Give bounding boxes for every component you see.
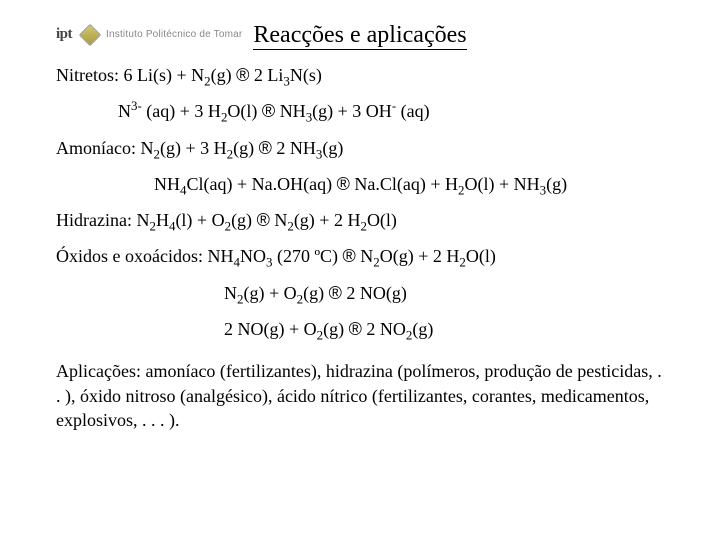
- t: (g) + O: [243, 283, 296, 303]
- t: 2 NO(g) + O: [224, 319, 317, 339]
- t: O(l): [227, 101, 262, 121]
- t: Amoníaco: N: [56, 138, 153, 158]
- arrow-icon: ®: [329, 283, 342, 303]
- s: 3-: [131, 98, 142, 113]
- t: N: [270, 210, 288, 230]
- equation-oxidos-2: N2(g) + O2(g) ® 2 NO(g): [56, 281, 664, 305]
- t: 2 NH: [272, 138, 316, 158]
- t: N: [118, 101, 131, 121]
- t: Nitretos: 6 Li(s) + N: [56, 65, 204, 85]
- t: N: [224, 283, 237, 303]
- page-title: Reacções e aplicações: [56, 22, 664, 49]
- t: (g): [211, 65, 237, 85]
- t: N(s): [290, 65, 322, 85]
- arrow-icon: ®: [257, 210, 270, 230]
- applications-paragraph: Aplicações: amoníaco (fertilizantes), hi…: [56, 359, 664, 432]
- t: (g) + 3 OH: [312, 101, 392, 121]
- t: 2 Li: [249, 65, 283, 85]
- equation-amoniaco-1: Amoníaco: N2(g) + 3 H2(g) ® 2 NH3(g): [56, 136, 664, 160]
- t: (g): [322, 138, 343, 158]
- t: Cl(aq) + Na.OH(aq): [186, 174, 336, 194]
- arrow-icon: ®: [262, 101, 275, 121]
- t: (270 ºC): [272, 246, 342, 266]
- equation-nitretos-2: N3- (aq) + 3 H2O(l) ® NH3(g) + 3 OH- (aq…: [56, 99, 664, 123]
- equation-hidrazina: Hidrazina: N2H4(l) + O2(g) ® N2(g) + 2 H…: [56, 208, 664, 232]
- arrow-icon: ®: [343, 246, 356, 266]
- t: O(l) + NH: [464, 174, 539, 194]
- t: 2 NO(g): [342, 283, 407, 303]
- equation-oxidos-1: Óxidos e oxoácidos: NH4NO3 (270 ºC) ® N2…: [56, 244, 664, 268]
- equation-oxidos-3: 2 NO(g) + O2(g) ® 2 NO2(g): [56, 317, 664, 341]
- t: NH: [275, 101, 306, 121]
- t: (g): [412, 319, 433, 339]
- t: NO: [240, 246, 266, 266]
- title-text: Reacções e aplicações: [253, 22, 466, 50]
- slide: ipt Instituto Politécnico de Tomar Reacç…: [0, 0, 720, 448]
- arrow-icon: ®: [236, 65, 249, 85]
- t: (g): [233, 138, 259, 158]
- t: (aq): [396, 101, 429, 121]
- arrow-icon: ®: [337, 174, 350, 194]
- t: O(l): [466, 246, 496, 266]
- t: (g): [231, 210, 257, 230]
- t: 2 NO: [362, 319, 406, 339]
- equation-nitretos-1: Nitretos: 6 Li(s) + N2(g) ® 2 Li3N(s): [56, 63, 664, 87]
- t: (g) + 2 H: [294, 210, 361, 230]
- t: Na.Cl(aq) + H: [350, 174, 458, 194]
- arrow-icon: ®: [349, 319, 362, 339]
- t: (aq) + 3 H: [142, 101, 221, 121]
- t: H: [156, 210, 169, 230]
- t: NH: [154, 174, 180, 194]
- t: Óxidos e oxoácidos: NH: [56, 246, 233, 266]
- t: N: [356, 246, 374, 266]
- t: (g): [546, 174, 567, 194]
- t: (g): [303, 283, 329, 303]
- t: O(l): [367, 210, 397, 230]
- t: (g): [323, 319, 349, 339]
- t: (l) + O: [175, 210, 224, 230]
- t: O(g) + 2 H: [380, 246, 460, 266]
- equation-amoniaco-2: NH4Cl(aq) + Na.OH(aq) ® Na.Cl(aq) + H2O(…: [56, 172, 664, 196]
- t: Hidrazina: N: [56, 210, 149, 230]
- t: (g) + 3 H: [160, 138, 227, 158]
- arrow-icon: ®: [259, 138, 272, 158]
